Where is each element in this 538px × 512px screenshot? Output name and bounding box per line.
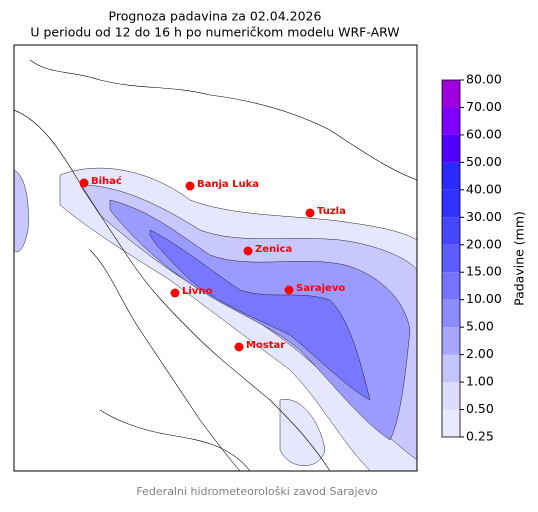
colorbar-segment: [442, 189, 460, 218]
city-marker: [284, 285, 294, 295]
colorbar-tick-label: 80.00: [466, 72, 502, 87]
colorbar-tick-label: 40.00: [466, 181, 502, 196]
city-label: Mostar: [246, 340, 285, 351]
colorbar-segment: [442, 299, 460, 328]
map: [13, 44, 418, 472]
subtitle: U periodu od 12 do 16 h po numeričkom mo…: [30, 25, 399, 40]
precip-area: [279, 399, 326, 466]
colorbar-label: Padavine (mm): [512, 211, 527, 306]
city-marker: [305, 208, 315, 218]
city-label: Tuzla: [317, 206, 346, 217]
city-marker: [185, 181, 195, 191]
title: Prognoza padavina za 02.04.2026: [109, 9, 322, 24]
colorbar-tick-label: 0.25: [466, 429, 494, 444]
city-marker: [234, 342, 244, 352]
colorbar-tick-label: 10.00: [466, 291, 502, 306]
colorbar-tick-label: 2.00: [466, 346, 494, 361]
colorbar-segment: [442, 162, 460, 190]
city-marker: [243, 246, 253, 256]
colorbar-segment: [442, 107, 460, 135]
border: [29, 59, 417, 181]
city-label: Livno: [182, 286, 212, 297]
colorbar-tick-label: 0.50: [466, 401, 494, 416]
colorbar-segment: [442, 272, 460, 300]
colorbar-tick-label: 30.00: [466, 209, 502, 224]
city-label: Zenica: [255, 244, 292, 255]
city-label: Banja Luka: [197, 179, 259, 190]
precip-area: [149, 229, 371, 401]
colorbar-segment: [442, 244, 460, 273]
colorbar-segment: [442, 134, 460, 163]
colorbar-segment: [442, 80, 460, 108]
colorbar-tick-label: 5.00: [466, 319, 494, 334]
city-marker: [170, 288, 180, 298]
coastline: [89, 249, 241, 471]
colorbar-segment: [442, 382, 460, 410]
colorbar-segment: [442, 409, 460, 437]
colorbar-tick-label: 20.00: [466, 236, 502, 251]
city-marker: [79, 178, 89, 188]
city-label: Bihać: [91, 175, 122, 187]
colorbar-segment: [442, 327, 460, 355]
map-frame: [13, 44, 418, 472]
footer: Federalni hidrometeorološki zavod Saraje…: [136, 485, 377, 498]
colorbar-tick-label: 15.00: [466, 264, 502, 279]
colorbar-tick-label: 70.00: [466, 99, 502, 114]
colorbar-frame: [441, 79, 461, 438]
colorbar-tick-label: 60.00: [466, 126, 502, 141]
colorbar-tick-label: 1.00: [466, 374, 494, 389]
coastline: [14, 109, 331, 471]
city-label: Sarajevo: [296, 283, 345, 294]
colorbar-segment: [442, 354, 460, 383]
precip-area: [14, 169, 29, 253]
colorbar-tick-label: 50.00: [466, 154, 502, 169]
colorbar-segment: [442, 217, 460, 245]
colorbar: 0.25 0.50 1.00 2.00 5.00 10.00 15.00 20.00 30.00…: [441, 72, 527, 444]
island: [99, 409, 251, 471]
